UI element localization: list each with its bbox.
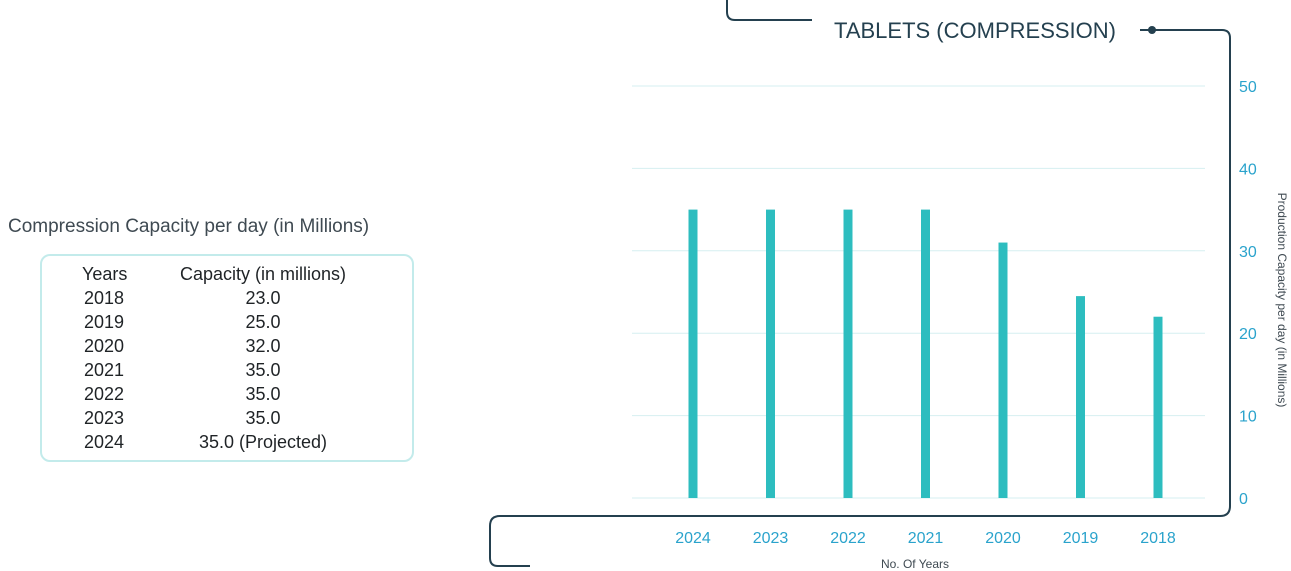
bar-2018 bbox=[1153, 316, 1163, 498]
cell-year: Years bbox=[82, 264, 128, 284]
cell-year: 2023 bbox=[83, 408, 125, 428]
bar-2021 bbox=[921, 209, 930, 498]
bar-2020 bbox=[998, 242, 1008, 498]
title-connector-left bbox=[726, 0, 812, 21]
x-tick-label: 2023 bbox=[753, 530, 789, 547]
cell-capacity: Capacity (in millions) bbox=[179, 264, 347, 284]
y-tick-label: 40 bbox=[1239, 161, 1257, 178]
right-axis-line bbox=[489, 29, 1231, 567]
table-row: 2019 25.0 bbox=[42, 310, 412, 334]
title-dot-icon bbox=[1148, 26, 1156, 34]
cell-year: 2022 bbox=[83, 384, 125, 404]
cell-year: 2018 bbox=[83, 288, 125, 308]
table-row: 2023 35.0 bbox=[42, 406, 412, 430]
table-row: 2024 35.0 (Projected) bbox=[42, 430, 412, 454]
cell-capacity: 35.0 bbox=[245, 360, 281, 380]
bar-2024 bbox=[688, 209, 698, 498]
x-tick-label: 2021 bbox=[908, 530, 944, 547]
bars bbox=[688, 209, 1163, 498]
cell-capacity: 35.0 (Projected) bbox=[198, 432, 328, 452]
capacity-table: Years Capacity (in millions) 2018 23.0 2019 2… bbox=[40, 254, 414, 462]
y-tick-label: 20 bbox=[1239, 326, 1257, 343]
y-tick-label: 10 bbox=[1239, 409, 1257, 426]
y-tick-label: 50 bbox=[1239, 79, 1257, 96]
grid-lines bbox=[632, 85, 1205, 499]
x-tick-label: 2018 bbox=[1140, 530, 1176, 547]
cell-capacity: 25.0 bbox=[245, 312, 281, 332]
cell-capacity: 23.0 bbox=[245, 288, 281, 308]
y-tick-label: 30 bbox=[1239, 244, 1257, 261]
table-row: 2021 35.0 bbox=[42, 358, 412, 382]
table-row: 2020 32.0 bbox=[42, 334, 412, 358]
cell-year: 2021 bbox=[83, 360, 125, 380]
cell-capacity: 35.0 bbox=[245, 408, 281, 428]
x-tick-label: 2019 bbox=[1063, 530, 1099, 547]
y-axis-label: Production Capacity per day (in Millions… bbox=[1275, 193, 1289, 408]
table-header-row: Years Capacity (in millions) bbox=[42, 262, 412, 286]
x-tick-label: 2024 bbox=[675, 530, 711, 547]
x-tick-label: 2020 bbox=[985, 530, 1021, 547]
table-row: 2022 35.0 bbox=[42, 382, 412, 406]
cell-capacity: 35.0 bbox=[245, 384, 281, 404]
bar-2022 bbox=[843, 209, 853, 498]
x-axis-label: No. Of Years bbox=[881, 557, 949, 571]
bar-2023 bbox=[766, 209, 775, 498]
cell-year: 2024 bbox=[83, 432, 125, 452]
y-tick-labels: 0 10 20 30 40 50 bbox=[1239, 79, 1257, 508]
x-tick-label: 2022 bbox=[830, 530, 866, 547]
table-title: Compression Capacity per day (in Million… bbox=[8, 216, 370, 237]
y-tick-label: 0 bbox=[1239, 491, 1248, 508]
cell-capacity: 32.0 bbox=[245, 336, 281, 356]
cell-year: 2019 bbox=[83, 312, 125, 332]
cell-year: 2020 bbox=[83, 336, 125, 356]
bar-2019 bbox=[1076, 296, 1085, 498]
chart-title: TABLETS (COMPRESSION) bbox=[834, 18, 1116, 43]
table-row: 2018 23.0 bbox=[42, 286, 412, 310]
x-tick-labels: 2024 2023 2022 2021 2020 2019 2018 bbox=[675, 530, 1176, 547]
